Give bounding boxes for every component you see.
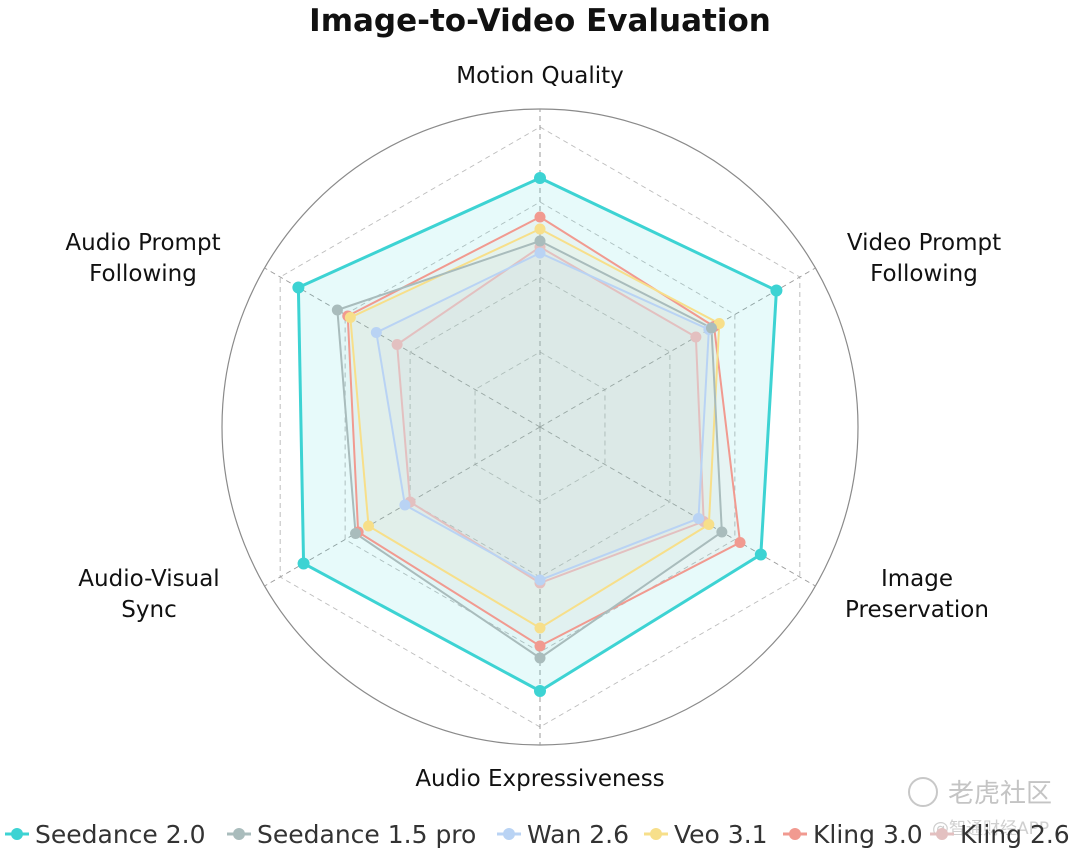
legend-label: Kling 2.6 xyxy=(960,820,1070,849)
legend-label: Wan 2.6 xyxy=(527,820,629,849)
axis-label-line: Following xyxy=(89,261,197,287)
data-point-seedance-2-0-3 xyxy=(754,548,767,561)
legend-label: Veo 3.1 xyxy=(674,820,768,849)
axis-label-line: Motion Quality xyxy=(456,63,623,89)
legend: Seedance 2.0 Seedance 1.5 pro Wan 2.6 Veo 3… xyxy=(5,820,1070,849)
series-fills xyxy=(298,178,777,691)
data-point-seedance-1-5-pro-1 xyxy=(534,235,546,247)
data-point-veo-3-1-6 xyxy=(344,312,356,323)
axis-label-5: Audio-Visual Sync xyxy=(78,566,219,623)
axis-label-line: Preservation xyxy=(845,597,989,623)
data-point-seedance-1-5-pro-4 xyxy=(534,652,546,664)
data-point-seedance-2-0-4 xyxy=(534,685,546,697)
data-point-veo-3-1-1 xyxy=(534,223,546,235)
axis-spoke-5 xyxy=(264,426,541,587)
axis-label-6: Audio Prompt Following xyxy=(65,230,220,287)
data-point-kling-3-0-3 xyxy=(734,537,746,548)
data-point-seedance-1-5-pro-3 xyxy=(716,526,728,538)
axis-spoke-3 xyxy=(539,426,816,587)
axis-label-line: Audio Prompt xyxy=(65,230,220,256)
axis-label-line: Video Prompt xyxy=(847,230,1001,256)
data-point-seedance-2-0-5 xyxy=(297,557,310,570)
legend-item-kling-2-6: Kling 2.6 xyxy=(930,820,1070,849)
legend-item-kling-3-0: Kling 3.0 xyxy=(783,820,923,849)
axis-label-3: Image Preservation xyxy=(845,566,989,623)
legend-label: Seedance 2.0 xyxy=(35,820,206,849)
data-point-wan-2-6-3 xyxy=(692,513,704,524)
legend-item-wan-2-6: Wan 2.6 xyxy=(497,820,629,849)
legend-label: Seedance 1.5 pro xyxy=(257,820,476,849)
series-points xyxy=(292,172,783,697)
legend-swatch-marker xyxy=(503,828,515,840)
watermark-main: 老虎社区 xyxy=(948,779,1052,809)
chart-title: Image-to-Video Evaluation xyxy=(309,3,771,39)
data-point-seedance-2-0-6 xyxy=(292,281,305,294)
legend-swatch-marker xyxy=(650,828,662,840)
axis-spoke-2 xyxy=(539,267,816,428)
legend-item-veo-3-1: Veo 3.1 xyxy=(644,820,768,849)
data-point-veo-3-1-5 xyxy=(363,520,375,532)
data-point-veo-3-1-4 xyxy=(534,622,546,634)
legend-swatch-marker xyxy=(789,828,801,840)
data-point-seedance-1-5-pro-2 xyxy=(705,322,717,334)
legend-item-seedance-1-5-pro: Seedance 1.5 pro xyxy=(227,820,476,849)
data-point-seedance-2-0-2 xyxy=(770,284,783,297)
axis-label-4: Audio Expressiveness xyxy=(415,766,664,792)
data-point-kling-2-6-2 xyxy=(690,331,702,343)
data-point-kling-3-0-4 xyxy=(534,640,546,652)
series-area-kling-2-6 xyxy=(397,247,704,583)
axis-label-line: Sync xyxy=(121,597,176,623)
data-point-seedance-1-5-pro-6 xyxy=(331,304,343,316)
data-point-wan-2-6-1 xyxy=(534,247,546,259)
watermark: 老虎社区 @智通财经APP xyxy=(908,777,1052,839)
axis-label-2: Video Prompt Following xyxy=(847,230,1001,287)
data-point-wan-2-6-5 xyxy=(399,499,411,511)
watermark-logo-icon xyxy=(908,777,938,807)
axis-spoke-6 xyxy=(264,267,541,428)
data-point-wan-2-6-6 xyxy=(370,327,382,338)
legend-item-seedance-2-0: Seedance 2.0 xyxy=(5,820,206,849)
axis-label-line: Audio Expressiveness xyxy=(415,766,664,792)
data-point-kling-3-0-1 xyxy=(534,211,546,223)
axis-label-line: Audio-Visual xyxy=(78,566,219,592)
axis-label-line: Image xyxy=(881,566,953,592)
data-point-seedance-1-5-pro-5 xyxy=(350,528,362,539)
axis-labels: Motion Quality Video Prompt Following Image… xyxy=(65,63,1001,792)
legend-swatch-marker xyxy=(936,828,948,840)
series-area-kling-3-0 xyxy=(347,217,741,646)
series-area-wan-2-6 xyxy=(376,253,709,580)
series-area-veo-3-1 xyxy=(350,229,720,628)
axis-label-1: Motion Quality xyxy=(456,63,623,89)
data-point-kling-2-6-6 xyxy=(391,339,403,350)
legend-swatch-marker xyxy=(11,828,23,840)
legend-swatch-marker xyxy=(233,828,245,840)
legend-label: Kling 3.0 xyxy=(813,820,923,849)
data-point-veo-3-1-3 xyxy=(703,519,715,530)
data-point-wan-2-6-4 xyxy=(534,574,546,586)
data-point-seedance-2-0-1 xyxy=(534,172,546,184)
watermark-sub: @智通财经APP xyxy=(932,819,1049,839)
series-area-seedance-1-5-pro xyxy=(337,241,722,658)
axis-label-line: Following xyxy=(870,261,978,287)
